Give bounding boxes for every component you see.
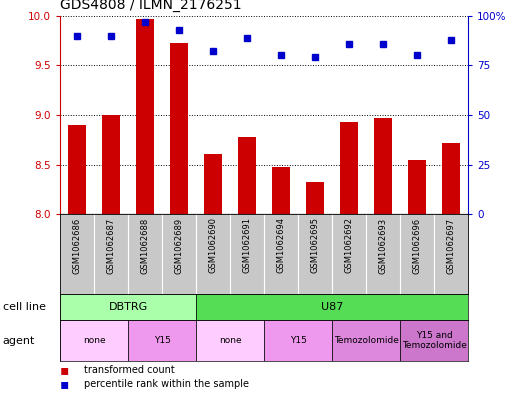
Text: Temozolomide: Temozolomide <box>334 336 399 345</box>
Text: percentile rank within the sample: percentile rank within the sample <box>84 379 248 389</box>
Bar <box>374 118 392 214</box>
Text: GSM1062697: GSM1062697 <box>447 217 456 274</box>
Bar <box>238 137 256 214</box>
Text: GSM1062691: GSM1062691 <box>243 217 252 274</box>
Text: U87: U87 <box>321 302 343 312</box>
Bar <box>136 19 154 214</box>
Bar <box>400 320 468 361</box>
Bar <box>272 167 290 214</box>
Text: Y15: Y15 <box>154 336 170 345</box>
Text: GSM1062689: GSM1062689 <box>175 217 184 274</box>
Text: GSM1062688: GSM1062688 <box>141 217 150 274</box>
Bar <box>60 320 128 361</box>
Text: agent: agent <box>3 336 35 345</box>
Text: Y15 and
Temozolomide: Y15 and Temozolomide <box>402 331 467 350</box>
Text: GSM1062694: GSM1062694 <box>277 217 286 274</box>
Bar <box>408 160 426 214</box>
Bar <box>170 42 188 214</box>
Bar <box>264 320 332 361</box>
Text: transformed count: transformed count <box>84 365 175 375</box>
Text: GSM1062690: GSM1062690 <box>209 217 218 274</box>
Bar <box>60 294 196 320</box>
Bar <box>204 154 222 214</box>
Text: DBTRG: DBTRG <box>108 302 148 312</box>
Text: GSM1062695: GSM1062695 <box>311 217 320 274</box>
Bar <box>340 122 358 214</box>
Text: ▪: ▪ <box>60 363 70 377</box>
Bar <box>196 294 468 320</box>
Text: GSM1062692: GSM1062692 <box>345 217 354 274</box>
Text: none: none <box>83 336 106 345</box>
Text: GSM1062693: GSM1062693 <box>379 217 388 274</box>
Bar <box>196 320 264 361</box>
Text: none: none <box>219 336 242 345</box>
Text: GSM1062696: GSM1062696 <box>413 217 422 274</box>
Bar <box>442 143 460 214</box>
Text: Y15: Y15 <box>290 336 306 345</box>
Bar <box>128 320 196 361</box>
Bar <box>332 320 400 361</box>
Text: GDS4808 / ILMN_2176251: GDS4808 / ILMN_2176251 <box>60 0 242 12</box>
Text: GSM1062687: GSM1062687 <box>107 217 116 274</box>
Text: GSM1062686: GSM1062686 <box>73 217 82 274</box>
Bar <box>68 125 86 214</box>
Text: cell line: cell line <box>3 302 46 312</box>
Text: ▪: ▪ <box>60 377 70 391</box>
Bar <box>306 182 324 214</box>
Bar <box>102 115 120 214</box>
